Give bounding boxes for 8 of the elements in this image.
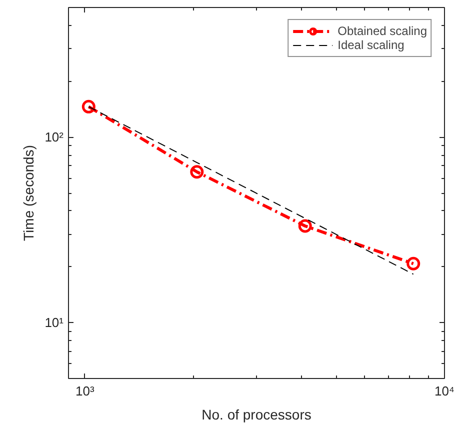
x-tick-label: 10⁴ xyxy=(434,384,455,398)
y-tick-label: 10² xyxy=(44,130,64,145)
x-axis-title: No. of processors xyxy=(202,406,312,422)
x-tick-label: 10³ xyxy=(76,384,96,398)
legend-label: Ideal scaling xyxy=(338,38,404,52)
legend-label: Obtained scaling xyxy=(338,24,427,38)
y-tick-label: 10¹ xyxy=(44,315,64,330)
y-axis-title: Time (seconds) xyxy=(20,145,37,241)
